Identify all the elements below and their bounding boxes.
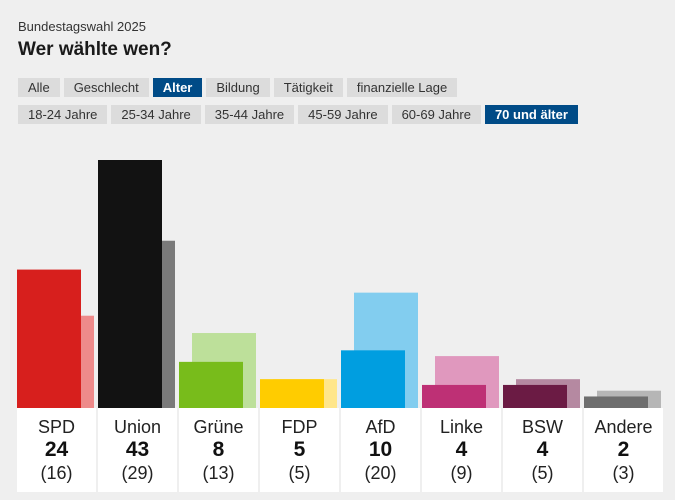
bar-current-gr-ne xyxy=(179,361,243,408)
label-card-union: Union 43 (29) xyxy=(98,408,177,492)
bar-current-bsw xyxy=(503,384,567,408)
party-name: FDP xyxy=(281,417,318,437)
party-value: 4 xyxy=(536,438,549,461)
party-prev-value: (29) xyxy=(121,463,154,483)
label-card-gruene: Grüne 8 (13) xyxy=(179,408,258,492)
tab-bildung[interactable]: Bildung xyxy=(206,78,270,97)
tab-alle[interactable]: Alle xyxy=(18,78,60,97)
bar-current-afd xyxy=(341,350,405,408)
party-name: Union xyxy=(113,417,162,437)
party-prev-value: (5) xyxy=(531,463,554,483)
category-tabs: Alle Geschlecht Alter Bildung Tätigkeit … xyxy=(18,78,458,97)
bar-chart xyxy=(17,160,661,408)
party-value: 43 xyxy=(125,438,150,461)
party-prev-value: (13) xyxy=(202,463,235,483)
bar-current-union xyxy=(98,160,162,408)
subtab-25-34[interactable]: 25-34 Jahre xyxy=(111,105,201,124)
supertitle: Bundestagswahl 2025 xyxy=(18,19,146,34)
bar-current-spd xyxy=(17,269,81,408)
party-value: 4 xyxy=(455,438,468,461)
party-name: AfD xyxy=(365,417,396,437)
tab-taetigkeit[interactable]: Tätigkeit xyxy=(273,78,343,97)
subtab-70-plus[interactable]: 70 und älter xyxy=(484,105,578,124)
bar-current-linke xyxy=(422,384,486,408)
subtab-35-44[interactable]: 35-44 Jahre xyxy=(204,105,295,124)
page-title: Wer wählte wen? xyxy=(18,39,172,60)
party-value: 8 xyxy=(212,438,225,461)
label-card-fdp: FDP 5 (5) xyxy=(260,408,339,492)
party-name: Andere xyxy=(594,417,653,437)
label-card-linke: Linke 4 (9) xyxy=(422,408,501,492)
party-labels: SPD 24 (16) Union 43 (29) Grüne 8 (13) F… xyxy=(17,408,663,492)
party-name: SPD xyxy=(37,417,75,437)
party-prev-value: (3) xyxy=(612,463,635,483)
party-prev-value: (20) xyxy=(364,463,397,483)
bar-current-fdp xyxy=(260,379,324,408)
subtab-60-69[interactable]: 60-69 Jahre xyxy=(391,105,481,124)
tab-alter[interactable]: Alter xyxy=(152,78,203,97)
tab-geschlecht[interactable]: Geschlecht xyxy=(63,78,149,97)
label-card-spd: SPD 24 (16) xyxy=(17,408,96,492)
label-card-afd: AfD 10 (20) xyxy=(341,408,420,492)
party-value: 2 xyxy=(617,438,630,461)
party-prev-value: (5) xyxy=(288,463,311,483)
label-card-bsw: BSW 4 (5) xyxy=(503,408,582,492)
party-name: BSW xyxy=(521,417,563,437)
age-tabs: 18-24 Jahre 25-34 Jahre 35-44 Jahre 45-5… xyxy=(18,105,578,124)
subtab-45-59[interactable]: 45-59 Jahre xyxy=(298,105,388,124)
party-value: 24 xyxy=(44,438,69,461)
party-prev-value: (16) xyxy=(40,463,73,483)
subtab-18-24[interactable]: 18-24 Jahre xyxy=(18,105,108,124)
bar-current-andere xyxy=(584,396,648,408)
party-value: 10 xyxy=(368,438,393,461)
party-name: Linke xyxy=(439,417,484,437)
party-name: Grüne xyxy=(193,417,244,437)
party-value: 5 xyxy=(293,438,306,461)
label-card-andere: Andere 2 (3) xyxy=(584,408,663,492)
tab-finanzielle-lage[interactable]: finanzielle Lage xyxy=(346,78,458,97)
party-prev-value: (9) xyxy=(450,463,473,483)
